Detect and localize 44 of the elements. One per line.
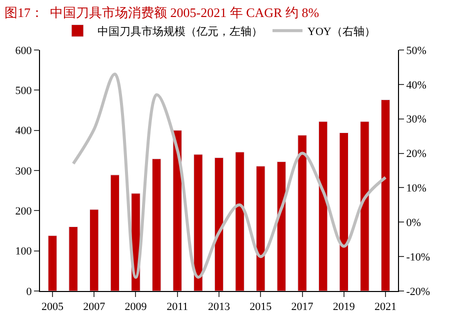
x-tick-label: 2017: [291, 301, 314, 314]
bar: [172, 130, 182, 291]
x-tick-label: 2021: [374, 301, 397, 314]
bar: [90, 209, 99, 291]
bar: [152, 158, 162, 291]
x-tick-label: 2019: [332, 301, 356, 314]
bar: [48, 235, 58, 291]
bar: [318, 121, 328, 291]
bar: [194, 154, 203, 291]
y-tick-label: 400: [15, 125, 32, 138]
x-tick-label: 2015: [250, 301, 272, 314]
line-series: [72, 72, 388, 279]
legend-label: 中国刀具市场规模（亿元，左轴）: [98, 24, 262, 38]
bar: [380, 100, 390, 291]
y2-tick-label: 10%: [406, 182, 426, 195]
bar: [110, 174, 120, 291]
y2-tick-label: -20%: [406, 286, 430, 298]
x-tick-label: 2005: [41, 301, 64, 314]
x-tick-label: 2013: [208, 301, 230, 314]
x-tick-label: 2011: [166, 301, 188, 314]
bar: [298, 134, 307, 291]
bar: [276, 161, 286, 291]
bar: [360, 121, 370, 291]
y-tick-label: 300: [15, 165, 32, 178]
y2-tick-label: 0%: [406, 216, 421, 229]
y2-tick-label: 30%: [406, 114, 426, 126]
y-tick-label: 600: [15, 44, 32, 57]
y-tick-label: 100: [15, 246, 32, 258]
y-tick-label: 200: [15, 206, 32, 218]
legend-label: YOY（右轴）: [308, 24, 376, 38]
bar: [256, 166, 266, 291]
y2-tick-label: 50%: [406, 44, 426, 57]
bar: [339, 132, 348, 291]
y2-tick-label: 20%: [406, 148, 426, 160]
y2-tick-label: -10%: [406, 251, 430, 264]
y2-tick-label: 40%: [406, 79, 426, 92]
bar: [214, 157, 224, 291]
y-tick-label: 0: [26, 286, 32, 298]
bar: [68, 226, 78, 291]
chart-title: 图17： 中国刀具市场消费额 2005-2021 年 CAGR 约 8%: [4, 5, 320, 20]
bar: [235, 152, 244, 291]
x-tick-label: 2009: [124, 301, 148, 314]
x-tick-label: 2007: [83, 301, 106, 314]
y-tick-label: 500: [15, 85, 32, 98]
